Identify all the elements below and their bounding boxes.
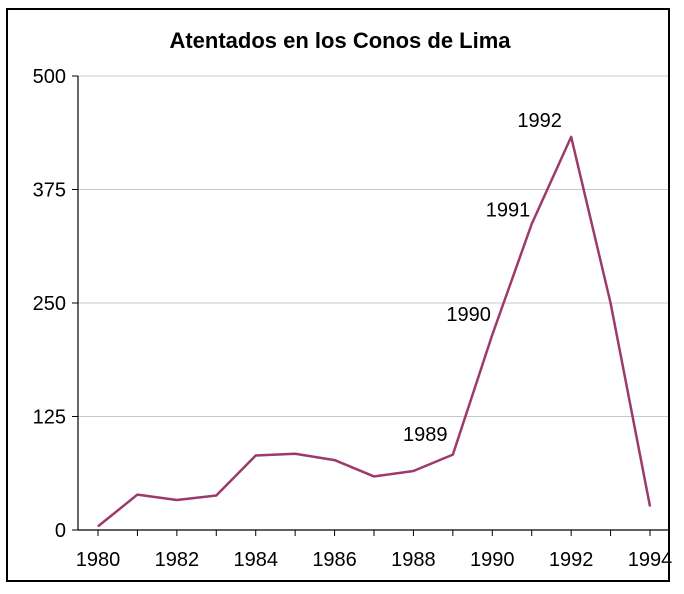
x-tick-label: 1982	[155, 549, 200, 571]
data-point	[255, 455, 257, 457]
y-tick-label: 375	[33, 180, 66, 202]
series-group	[97, 135, 652, 528]
data-point	[610, 302, 612, 304]
annotations: 1989 1990 1991 1992	[403, 110, 562, 446]
data-point	[334, 459, 336, 461]
x-tick-label: 1988	[391, 549, 436, 571]
x-tick-label: 1980	[76, 549, 121, 571]
data-point	[531, 223, 533, 225]
data-point	[294, 453, 296, 455]
data-point	[412, 470, 414, 472]
data-point	[136, 494, 138, 496]
x-tick-label: 1994	[628, 549, 673, 571]
y-tick-label: 500	[33, 66, 66, 88]
annotation-label: 1990	[446, 304, 491, 326]
y-tick-label: 250	[33, 293, 66, 315]
x-tick-label: 1992	[549, 549, 594, 571]
data-point	[176, 499, 178, 501]
x-axis-ticks: 1980 1982 1984 1986 1988 1990 1992 1994	[76, 530, 673, 571]
annotation-label: 1989	[403, 424, 448, 446]
data-point	[215, 494, 217, 496]
x-tick-label: 1984	[233, 549, 278, 571]
y-tick-label: 125	[33, 407, 66, 429]
chart-title: Atentados en los Conos de Lima	[169, 28, 511, 53]
x-tick-label: 1990	[470, 549, 515, 571]
annotation-label: 1992	[517, 110, 562, 132]
gridlines	[78, 75, 668, 417]
data-point	[649, 505, 651, 507]
data-point	[570, 136, 572, 138]
data-point	[452, 454, 454, 456]
data-point	[373, 475, 375, 477]
y-tick-label: 0	[55, 520, 66, 542]
x-tick-label: 1986	[312, 549, 357, 571]
y-axis-ticks: 0 125 250 375 500	[33, 66, 78, 542]
series-line	[97, 135, 652, 528]
annotation-label: 1991	[486, 200, 531, 222]
data-point	[491, 334, 493, 336]
data-point	[97, 525, 99, 527]
chart-frame	[6, 8, 670, 582]
